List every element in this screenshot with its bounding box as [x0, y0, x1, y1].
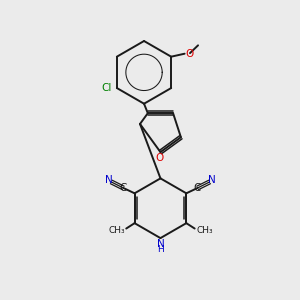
Text: C: C [120, 183, 127, 193]
Text: O: O [185, 49, 194, 59]
Text: N: N [157, 239, 164, 249]
Text: N: N [105, 176, 113, 185]
Text: CH₃: CH₃ [196, 226, 213, 235]
Text: C: C [194, 183, 201, 193]
Text: Cl: Cl [101, 83, 112, 93]
Text: O: O [156, 153, 164, 163]
Text: CH₃: CH₃ [108, 226, 125, 235]
Text: N: N [208, 176, 216, 185]
Text: H: H [157, 245, 164, 254]
